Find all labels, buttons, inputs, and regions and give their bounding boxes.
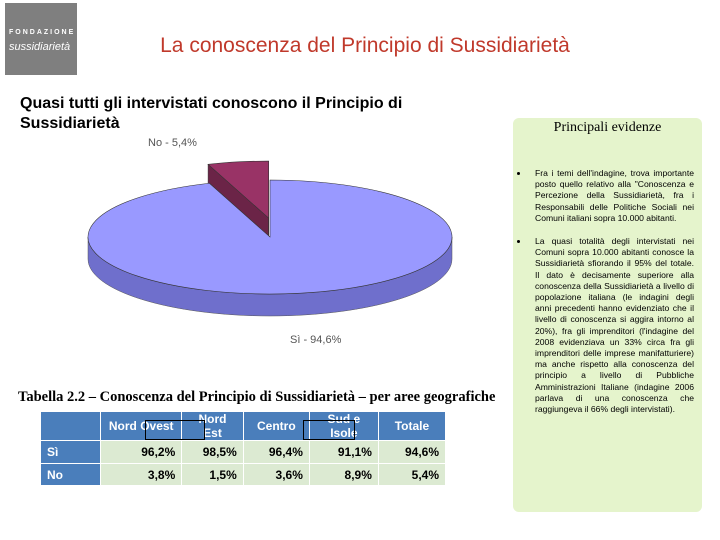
table-row: Sì 96,2% 98,5% 96,4% 91,1% 94,6% xyxy=(40,440,446,464)
table-row: No 3,8% 1,5% 3,6% 8,9% 5,4% xyxy=(40,463,446,485)
subtitle: Quasi tutti gli intervistati conoscono i… xyxy=(20,95,403,132)
bullet: La quasi totalità degli intervistati nei… xyxy=(529,236,694,415)
logo-bottom: sussidiarietà xyxy=(9,41,71,53)
header-row: Nord Ovest Nord Est Centro Sud e Isole Total… xyxy=(40,411,446,441)
table-cell: 98,5% xyxy=(181,440,244,464)
header-cell: Centro xyxy=(242,411,310,441)
pie-label: Sì - 94,6% xyxy=(290,334,342,346)
logo-top: FONDAZIONE xyxy=(9,29,76,36)
table-cell: 96,2% xyxy=(100,440,183,464)
highlight-box xyxy=(303,420,355,440)
row-label: No xyxy=(40,463,102,485)
table-cell: 94,6% xyxy=(377,440,446,464)
table-cell: 3,6% xyxy=(242,463,310,485)
highlight-box xyxy=(145,420,205,440)
pie-label: No - 5,4% xyxy=(148,137,197,149)
table-cell: 5,4% xyxy=(377,463,446,485)
pie-chart: No - 5,4% Sì - 94,6% xyxy=(87,137,453,346)
pie-slice xyxy=(87,179,453,295)
evidence-title: Principali evidenze xyxy=(553,120,662,135)
table-wrap: Nord Ovest Nord Est Centro Sud e Isole Total… xyxy=(40,411,446,485)
table-title: Tabella 2.2 – Conoscenza del Principio d… xyxy=(18,389,496,405)
header-cell: Nord Est xyxy=(181,411,244,441)
slide-title: La conoscenza del Principio di Sussidiar… xyxy=(160,34,570,57)
pie-slice xyxy=(207,160,269,219)
table-cell: 8,9% xyxy=(308,463,379,485)
bullet: Fra i temi dell'indagine, trova importan… xyxy=(529,168,694,224)
table-cell: 3,8% xyxy=(100,463,183,485)
header-cell: Sud e Isole xyxy=(308,411,379,441)
evidence-box: Principali evidenze Fra i temi dell'inda… xyxy=(513,118,702,512)
header-cell: Totale xyxy=(377,411,446,441)
logo: FONDAZIONE sussidiarietà xyxy=(5,3,77,75)
table-cell: 96,4% xyxy=(242,440,310,464)
data-table: Nord Ovest Nord Est Centro Sud e Isole Total… xyxy=(40,411,446,485)
row-label: Sì xyxy=(40,440,102,464)
evidence-list: Fra i temi dell'indagine, trova importan… xyxy=(529,168,694,415)
header-cell: Nord Ovest xyxy=(100,411,183,441)
table-cell: 91,1% xyxy=(308,440,379,464)
header-cell xyxy=(40,411,102,441)
table-cell: 1,5% xyxy=(181,463,244,485)
